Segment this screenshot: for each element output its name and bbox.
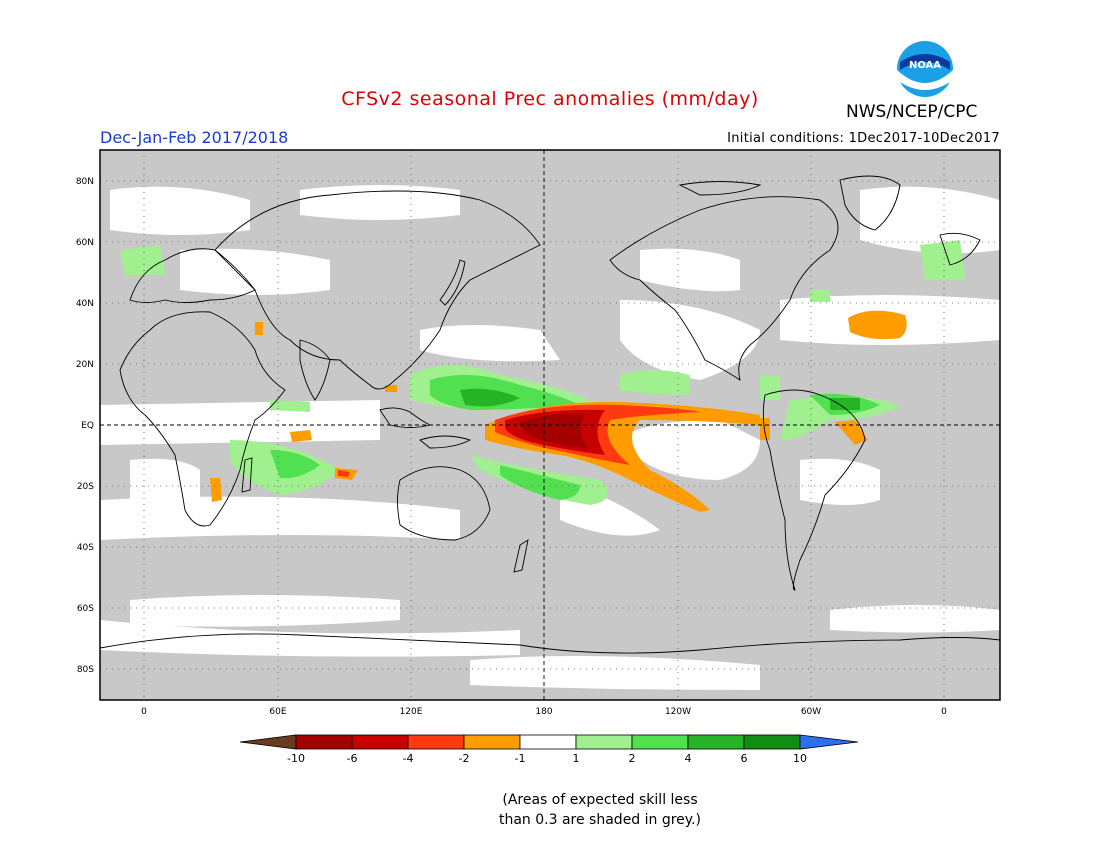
coastlines: [100, 175, 1000, 654]
lat-label: 60S: [77, 604, 94, 614]
anomaly-fields: [100, 150, 1000, 700]
skill-note-line1: (Areas of expected skill less: [502, 792, 698, 808]
legend-label: -1: [515, 752, 526, 765]
lon-label: 180: [535, 707, 552, 717]
lat-label: 20N: [76, 360, 94, 370]
lon-label: 60E: [269, 707, 286, 717]
lat-label: 80N: [76, 177, 94, 187]
legend-swatch: [463, 734, 521, 750]
map-title: CFSv2 seasonal Prec anomalies (mm/day): [341, 88, 759, 110]
reference-lines: [100, 150, 1000, 700]
lon-label: 120E: [400, 707, 423, 717]
map-frame: [99, 149, 1001, 701]
lon-label: 120W: [665, 707, 691, 717]
legend-label: 6: [741, 752, 748, 765]
legend-label: -4: [403, 752, 414, 765]
skill-note-line2: than 0.3 are shaded in grey.): [498, 812, 701, 828]
lon-label: 0: [941, 707, 947, 717]
longitude-labels: 0 60E 120E 180 120W 60W 0: [141, 707, 947, 717]
color-legend: -10 -6 -4 -2 -1 1 2 4 6 10: [239, 734, 859, 765]
legend-boxes: [295, 734, 801, 750]
precip-anomaly-map: 80N 60N 40N 20N EQ 20S 40S 60S 80S 0 60E…: [76, 149, 1001, 765]
white-areas: [100, 185, 1000, 690]
legend-swatch: [351, 734, 409, 750]
latitude-labels: 80N 60N 40N 20N EQ 20S 40S 60S 80S: [76, 177, 94, 675]
legend-arrow-right: [799, 734, 859, 750]
legend-label: -6: [347, 752, 358, 765]
lat-label: 40S: [77, 543, 94, 553]
legend-label: -10: [287, 752, 305, 765]
legend-swatch: [687, 734, 745, 750]
wet-anomaly-strong: [460, 388, 860, 410]
lat-label: EQ: [81, 421, 94, 431]
dry-anomaly-extreme: [520, 413, 588, 448]
agency-label: NWS/NCEP/CPC: [846, 102, 978, 122]
lat-label: 40N: [76, 299, 94, 309]
lon-label: 60W: [801, 707, 821, 717]
legend-arrow-left: [239, 734, 297, 750]
legend-label: -2: [459, 752, 470, 765]
initial-conditions-label: Initial conditions: 1Dec2017-10Dec2017: [727, 131, 1000, 146]
legend-swatch: [295, 734, 353, 750]
legend-swatch: [407, 734, 465, 750]
lat-label: 20S: [77, 482, 94, 492]
lat-label: 80S: [77, 665, 94, 675]
legend-label: 1: [573, 752, 580, 765]
legend-swatch: [575, 734, 633, 750]
legend-label: 4: [685, 752, 692, 765]
legend-swatch: [743, 734, 801, 750]
lon-label: 0: [141, 707, 147, 717]
season-label: Dec-Jan-Feb 2017/2018: [100, 128, 289, 147]
noaa-logo: NOAA: [897, 41, 953, 97]
legend-swatch: [631, 734, 689, 750]
legend-labels: -10 -6 -4 -2 -1 1 2 4 6 10: [287, 752, 807, 765]
noaa-logo-text: NOAA: [909, 60, 941, 71]
lat-label: 60N: [76, 238, 94, 248]
legend-label: 10: [793, 752, 807, 765]
legend-swatch: [519, 734, 577, 750]
legend-label: 2: [629, 752, 636, 765]
skill-note: (Areas of expected skill less than 0.3 a…: [0, 790, 1100, 830]
graticule: [100, 150, 1000, 700]
